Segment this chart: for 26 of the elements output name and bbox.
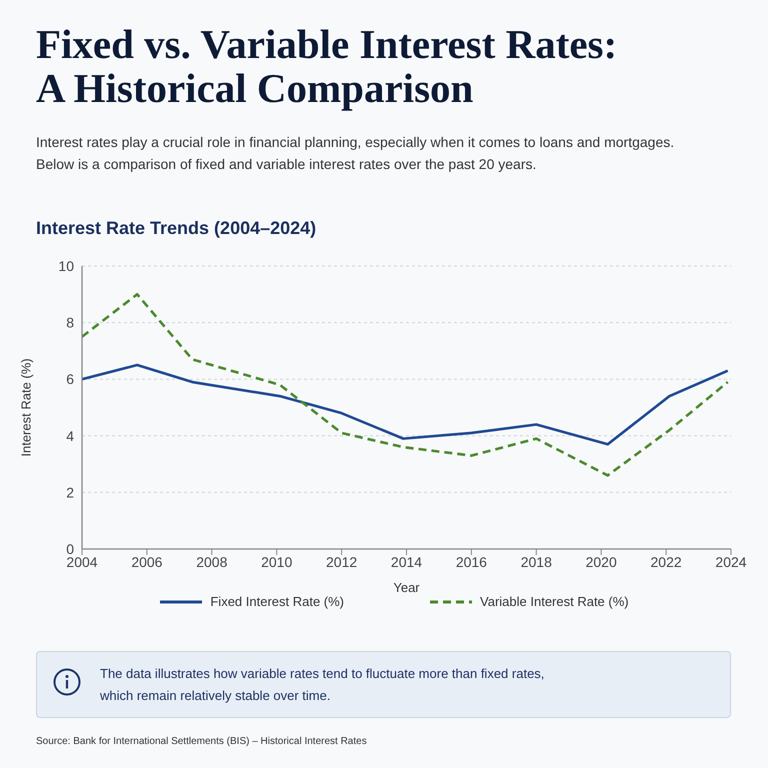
source-note: Source: Bank for International Settlements (BIS) – Historical Interest Rates xyxy=(36,735,367,749)
y-axis-title: Interest Rate (%) xyxy=(18,358,34,457)
y-tick-label: 6 xyxy=(66,371,74,388)
x-axis-title: Year xyxy=(393,580,420,595)
x-tick-label: 2018 xyxy=(520,554,552,570)
x-tick-label: 2014 xyxy=(390,554,422,570)
y-tick-label: 2 xyxy=(66,484,74,500)
x-tick-label: 2008 xyxy=(196,554,228,570)
y-tick-label: 4 xyxy=(66,428,74,444)
chart-title: Fixed vs. Variable Interest Rates: A Historical Comparison xyxy=(36,21,618,111)
y-tick-label: 10 xyxy=(58,258,74,274)
text: Interest Rate Trends (2004–2024) xyxy=(36,217,316,240)
x-tick-label: 2006 xyxy=(131,554,163,570)
legend-label: Fixed Interest Rate (%) xyxy=(210,594,344,609)
legend-label: Variable Interest Rate (%) xyxy=(480,594,629,609)
info-box: The data illustrates how variable rates tend to fluctuate more than fixed rates, which remain relatively stable over time. xyxy=(36,651,731,718)
line-series xyxy=(82,364,730,446)
x-tick-label: 2022 xyxy=(650,554,682,570)
chart-subtitle: Interest rates play a crucial role in financial planning, especially when it comes to loans and mortgages. Below is a comparison of fixed and variable interest rates over the past 20 years. xyxy=(36,133,676,174)
x-tick-label: 2020 xyxy=(586,554,617,570)
x-tick-label: 2012 xyxy=(326,554,358,570)
x-tick-label: 2010 xyxy=(261,554,292,570)
y-tick-label: 8 xyxy=(66,314,74,331)
line-series xyxy=(82,293,730,477)
x-tick-label: 2024 xyxy=(715,554,747,570)
x-tick-label: 2016 xyxy=(456,554,488,570)
